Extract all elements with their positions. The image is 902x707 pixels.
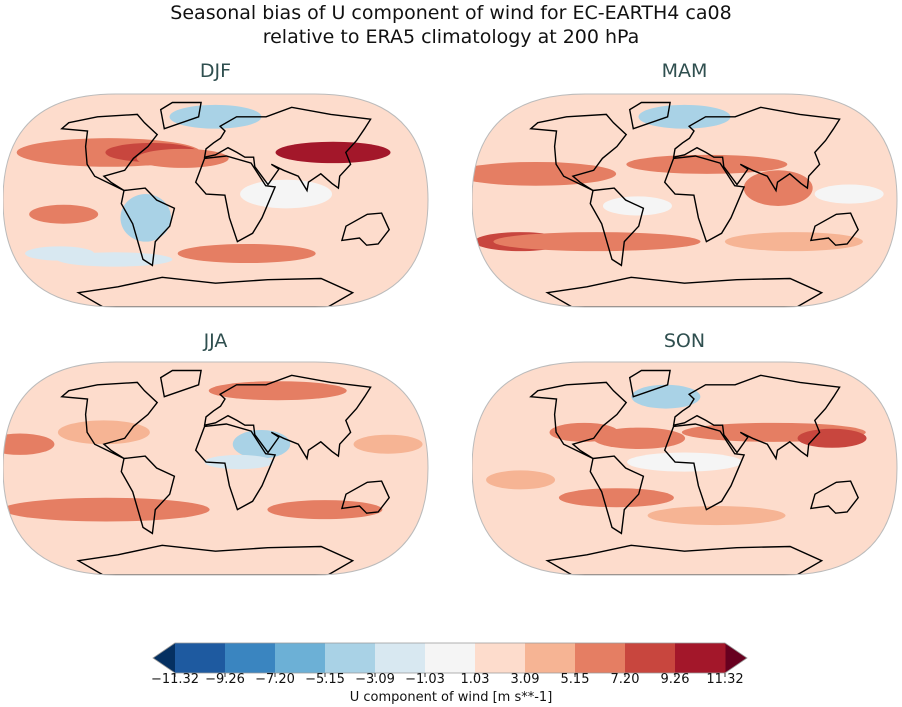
bias-contour-region <box>275 141 391 164</box>
map-son <box>472 361 898 576</box>
bias-contour-region <box>240 179 333 209</box>
bias-contour-region <box>724 232 863 252</box>
colorbar-extend-low <box>153 643 175 673</box>
colorbar-tick-label: −9.26 <box>205 672 245 687</box>
panel-title-jja: JJA <box>203 330 228 352</box>
colorbar-tick-label: −5.15 <box>305 672 345 687</box>
bias-contour-region <box>743 170 813 206</box>
colorbar-segment <box>625 643 676 673</box>
colorbar-segment <box>675 643 726 673</box>
colorbar-segment <box>525 643 576 673</box>
map-mam <box>472 93 898 308</box>
bias-contour-region <box>626 154 788 174</box>
bias-contour-region <box>120 194 172 242</box>
bias-contour-region <box>169 104 262 129</box>
coastline-africa <box>663 423 746 511</box>
bias-contour-region <box>638 104 731 129</box>
colorbar-tick-label: −1.03 <box>405 672 445 687</box>
colorbar-segment <box>225 643 276 673</box>
coastline-australia <box>340 480 391 514</box>
coastline-greenland <box>159 369 202 398</box>
colorbar-label: U component of wind [m s**-1] <box>349 690 553 705</box>
coastline-greenland <box>628 369 671 398</box>
coastline-north-america <box>529 381 628 460</box>
coastline-antarctica <box>545 544 824 575</box>
bias-contour-region <box>57 420 150 445</box>
bias-contour-region <box>204 454 274 470</box>
colorbar-segment <box>425 643 476 673</box>
colorbar-tick-label: 1.03 <box>460 672 490 687</box>
coastline-antarctica <box>76 276 355 307</box>
coastline-north-america <box>60 113 159 192</box>
map-boundary <box>3 93 429 308</box>
bias-contour-region <box>3 433 55 455</box>
bias-contour-region <box>29 204 99 224</box>
coastline-africa <box>194 155 277 243</box>
coastline-south-america <box>120 455 176 535</box>
bias-contour-region <box>593 427 686 449</box>
coastline-eurasia <box>672 374 841 461</box>
panel-title-djf: DJF <box>199 60 232 82</box>
bias-contour-region <box>57 252 173 267</box>
colorbar-tick-label: −3.09 <box>355 672 395 687</box>
coastline-australia <box>809 480 860 514</box>
coastline-south-america <box>120 187 176 267</box>
coastline-antarctica <box>545 276 824 307</box>
coastline-australia <box>809 212 860 246</box>
bias-contour-region <box>486 470 556 490</box>
coastline-south-america <box>589 455 645 535</box>
map-boundary <box>472 93 898 308</box>
map-djf <box>3 93 429 308</box>
bias-contour-region <box>267 500 383 520</box>
panel-title-son: SON <box>663 330 706 352</box>
colorbar-tick-label: 7.20 <box>610 672 640 687</box>
bias-contour-region <box>472 161 617 186</box>
bias-contour-region <box>558 488 674 508</box>
map-boundary <box>3 361 429 576</box>
bias-contour-region <box>3 497 210 522</box>
colorbar-segment <box>375 643 426 673</box>
coastline-antarctica <box>76 544 355 575</box>
coastline-africa <box>194 423 277 511</box>
coastline-north-america <box>529 113 628 192</box>
bias-contour-region <box>797 428 867 448</box>
colorbar-tick-label: −11.32 <box>150 672 200 687</box>
colorbar-tick-label: 11.32 <box>706 672 744 687</box>
coastline-eurasia <box>203 374 372 461</box>
colorbar-segment <box>175 643 226 673</box>
bias-contour-region <box>493 232 701 252</box>
coastline-africa <box>663 155 746 243</box>
panel-title-mam: MAM <box>661 60 708 82</box>
colorbar-tick-label: 9.26 <box>660 672 690 687</box>
bias-contour-region <box>208 381 347 401</box>
bias-contour-region <box>177 243 316 264</box>
coastline-greenland <box>159 101 202 130</box>
bias-contour-region <box>136 148 229 168</box>
colorbar-extend-high <box>725 643 747 673</box>
coastline-south-america <box>589 187 645 267</box>
map-jja <box>3 361 429 576</box>
colorbar-tick-label: 5.15 <box>560 672 590 687</box>
colorbar-segment <box>575 643 626 673</box>
coastline-eurasia <box>672 106 841 193</box>
coastline-north-america <box>60 381 159 460</box>
colorbar-tick-label: −7.20 <box>255 672 295 687</box>
figure-title-line1: Seasonal bias of U component of wind for… <box>170 2 732 24</box>
colorbar-tick-label: 3.09 <box>510 672 540 687</box>
coastline-eurasia <box>203 106 372 193</box>
colorbar-segment <box>475 643 526 673</box>
coastline-greenland <box>628 101 671 130</box>
bias-contour-region <box>814 184 884 204</box>
colorbar-segment <box>325 643 376 673</box>
coastline-australia <box>340 212 391 246</box>
bias-contour-region <box>647 506 786 526</box>
colorbar <box>152 642 748 677</box>
bias-contour-region <box>353 434 423 454</box>
map-boundary <box>472 361 898 576</box>
colorbar-segment <box>275 643 326 673</box>
figure-title-line2: relative to ERA5 climatology at 200 hPa <box>262 26 640 48</box>
